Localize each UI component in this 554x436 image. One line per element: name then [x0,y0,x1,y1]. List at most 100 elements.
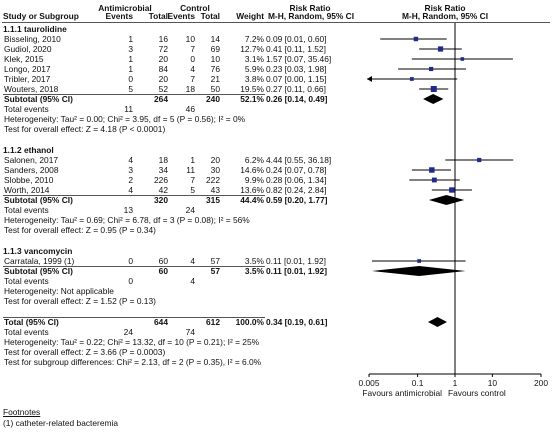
subgroup-1-study-1-total-2: 14 [210,34,220,44]
x-tick-label-1: 0.005 [358,378,380,388]
subgroup-1-title: 1.1.1 taurolidine [3,24,67,34]
header-method-1: M-H, Random, 95% CI [267,11,355,21]
subgroup-1-study-6-name: Wouters, 2018 [4,84,59,94]
x-tick-label-5: 200 [534,378,548,388]
subgroup-2-study-1-point [477,157,482,163]
grand-heterogeneity: Heterogeneity: Tau² = 0.22; Chi² = 13.32… [4,337,260,347]
subgroup-1-study-5-total-1: 20 [158,74,168,84]
x-tick-label-3: 1 [452,378,458,388]
subgroup-2-study-3-weight: 9.9% [244,175,264,185]
subgroup-1-study-3-total-2: 10 [210,54,220,64]
grand-total-diamond [428,317,447,327]
subgroup-1-study-2-events-1: 3 [128,44,133,54]
subgroup-1-study-1-point [413,36,419,42]
header-group2: Control [180,3,210,13]
x-tick-label-2: 0.1 [411,378,424,388]
subgroup-3-subtotal-weight: 3.5% [244,266,264,276]
subgroup-1-study-4-weight: 5.9% [244,64,264,74]
header-study: Study or Subgroup [3,11,79,21]
subgroup-1-study-5-total-2: 21 [210,74,220,84]
header-total-1: Total [148,11,168,21]
subgroup-1-study-6-events-2: 18 [185,84,195,94]
subgroup-2-subtotal-rule [3,195,265,196]
grand-total-label: Total (95% CI) [4,317,59,327]
subgroup-2-study-1-name: Salonen, 2017 [4,155,59,165]
subgroup-3-subtotal-total-1: 60 [158,266,168,276]
subgroup-2-study-3-point [431,177,437,183]
subgroup-differences: Test for subgroup differences: Chi² = 2.… [4,357,262,367]
grand-total-events-events-2: 74 [185,327,195,337]
subgroup-1-study-5-name: Tribler, 2017 [4,74,51,84]
subgroup-2-study-1-total-2: 20 [210,155,220,165]
grand-total-total-1: 644 [154,317,168,327]
subgroup-2-subtotal-label: Subtotal (95% CI) [4,195,73,205]
grand-total-rule [3,317,265,318]
subgroup-3-title: 1.1.3 vancomycin [3,246,73,256]
subgroup-2-subtotal-weight: 44.4% [240,195,264,205]
subgroup-1-study-2-total-2: 69 [210,44,220,54]
subgroup-1-study-3-point [460,57,465,61]
subgroup-2-heterogeneity: Heterogeneity: Tau² = 0.69; Chi² = 6.78,… [4,215,250,225]
subgroup-2-study-3-ci: 0.28 [0.06, 1.34] [266,175,327,185]
subgroup-1-study-3-events-2: 0 [190,54,195,64]
subgroup-2-subtotal-diamond [428,195,465,205]
subgroup-1-study-6-point [430,86,437,92]
grand-total-weight: 100.0% [235,317,264,327]
favours-right: Favours control [448,388,506,398]
subgroup-1-study-5-ci: 0.07 [0.00, 1.15] [266,74,327,84]
subgroup-3-study-1-events-1: 0 [128,256,133,266]
subgroup-1-study-3-total-1: 20 [158,54,168,64]
subgroup-1-study-5-events-1: 0 [128,74,133,84]
subgroup-1-study-3-events-1: 1 [128,54,133,64]
subgroup-1-study-1-weight: 7.2% [244,34,264,44]
subgroup-2-study-4-name: Worth, 2014 [4,185,50,195]
subgroup-2-study-1-events-1: 4 [128,155,133,165]
subgroup-3-total-events-label: Total events [4,276,49,286]
subgroup-3-study-1-name: Carratala, 1999 (1) [4,256,75,266]
grand-total-events-events-1: 24 [123,327,133,337]
header-group1: Antimicrobial [98,3,152,13]
header-events-1: Events [105,11,133,21]
subgroup-1-study-1-total-1: 16 [158,34,168,44]
subgroup-2-study-1-events-2: 1 [190,155,195,165]
subgroup-2-study-2-ci: 0.24 [0.07, 0.78] [266,165,327,175]
subgroup-3-study-1-total-2: 57 [210,256,220,266]
subgroup-3-subtotal-total-2: 57 [210,266,220,276]
subgroup-1-total-events-events-1: 11 [124,104,133,114]
x-tick-label-4: 10 [487,378,498,388]
subgroup-2-study-2-name: Sanders, 2008 [4,165,59,175]
subgroup-1-study-5-point [409,77,414,81]
subgroup-1-study-6-total-1: 52 [158,84,168,94]
subgroup-1-study-1-ci: 0.09 [0.01, 0.60] [266,34,327,44]
subgroup-2-study-3-total-1: 226 [154,175,168,185]
subgroup-1-study-3-name: Klek, 2015 [4,54,44,64]
subgroup-2-study-2-total-1: 34 [158,165,168,175]
subgroup-2-subtotal-total-1: 320 [154,195,168,205]
subgroup-3-subtotal-diamond [371,266,466,276]
subgroup-3-study-1-point [417,259,422,263]
subgroup-2-subtotal-ci: 0.59 [0.20, 1.77] [266,195,328,205]
subgroup-2-study-1-total-1: 18 [158,155,168,165]
subgroup-1-study-4-events-1: 1 [128,64,133,74]
subgroup-1-study-6-total-2: 50 [210,84,220,94]
subgroup-1-study-4-point [429,66,434,72]
subgroup-2-study-3-events-2: 7 [190,175,195,185]
subgroup-1-study-5-events-2: 7 [190,74,195,84]
subgroup-3-study-1-ci: 0.11 [0.01, 1.92] [266,256,326,266]
subgroup-2-subtotal-total-2: 315 [206,195,220,205]
subgroup-1-study-4-name: Longo, 2017 [4,64,51,74]
grand-total-events-label: Total events [4,327,49,337]
grand-overall: Test for overall effect: Z = 3.66 (P = 0… [4,347,166,357]
subgroup-2-title: 1.1.2 ethanol [3,145,54,155]
subgroup-1-study-3-ci: 1.57 [0.07, 35.46] [266,54,332,64]
subgroup-1-study-2-total-1: 72 [158,44,168,54]
subgroup-1-study-1-events-1: 1 [128,34,133,44]
subgroup-2-study-3-events-1: 2 [128,175,133,185]
footnotes-link[interactable]: Footnotes [3,407,41,417]
header-method-2: M-H, Random, 95% CI [401,11,489,21]
subgroup-1-study-2-ci: 0.41 [0.11, 1.52] [266,44,326,54]
subgroup-1-subtotal-rule [3,94,265,95]
subgroup-3-total-events-events-2: 4 [190,276,195,286]
subgroup-2-study-3-name: Slobbe, 2010 [4,175,54,185]
